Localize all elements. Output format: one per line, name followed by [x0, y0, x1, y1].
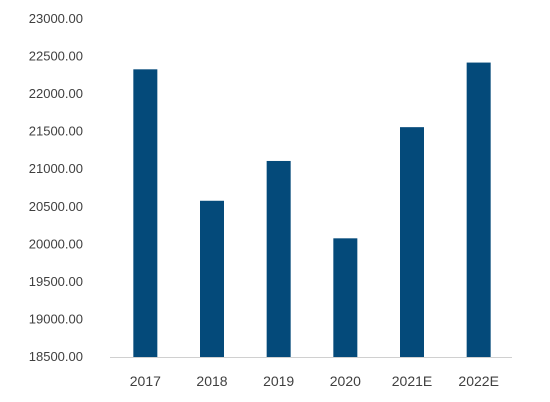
x-tick-label: 2020 [330, 373, 361, 389]
y-tick-label: 19500.00 [29, 274, 83, 289]
y-tick-label: 20000.00 [29, 236, 83, 251]
y-tick-label: 21500.00 [29, 124, 83, 139]
y-tick-label: 18500.00 [29, 349, 83, 364]
y-tick-label: 21000.00 [29, 161, 83, 176]
x-tick-label: 2022E [458, 373, 498, 389]
y-tick-label: 22500.00 [29, 49, 83, 64]
bar-2021E [400, 127, 424, 357]
x-axis-ticks: 2017 2018 2019 2020 2021E 2022E [130, 373, 499, 389]
bars [133, 62, 491, 357]
y-tick-label: 22000.00 [29, 86, 83, 101]
x-tick-label: 2019 [263, 373, 294, 389]
bar-2017 [133, 69, 158, 357]
x-tick-label: 2018 [196, 373, 227, 389]
y-axis-ticks: 18500.00 19000.00 19500.00 20000.00 20500.00… [29, 11, 83, 364]
bar-2020 [333, 238, 358, 357]
bar-2022E [466, 62, 491, 357]
x-tick-label: 2017 [130, 373, 161, 389]
x-tick-label: 2021E [392, 373, 432, 389]
y-tick-label: 23000.00 [29, 11, 83, 26]
bar-2018 [200, 200, 224, 357]
y-tick-label: 19000.00 [29, 311, 83, 326]
y-tick-label: 20500.00 [29, 199, 83, 214]
bar-2019 [266, 160, 291, 357]
